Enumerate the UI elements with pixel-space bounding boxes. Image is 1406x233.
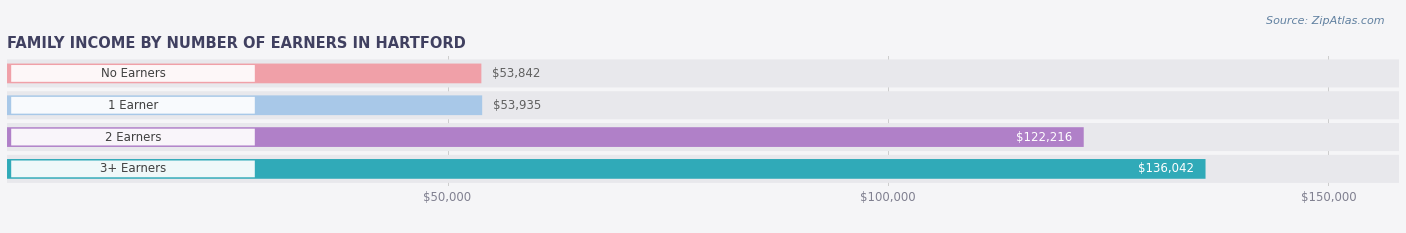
FancyBboxPatch shape bbox=[7, 59, 1399, 87]
FancyBboxPatch shape bbox=[11, 97, 254, 114]
Text: $122,216: $122,216 bbox=[1017, 130, 1073, 144]
FancyBboxPatch shape bbox=[7, 123, 1399, 151]
FancyBboxPatch shape bbox=[11, 129, 254, 145]
Text: Source: ZipAtlas.com: Source: ZipAtlas.com bbox=[1267, 16, 1385, 26]
Text: $136,042: $136,042 bbox=[1139, 162, 1194, 175]
FancyBboxPatch shape bbox=[11, 65, 254, 82]
Text: $53,935: $53,935 bbox=[494, 99, 541, 112]
Text: 2 Earners: 2 Earners bbox=[105, 130, 162, 144]
Text: FAMILY INCOME BY NUMBER OF EARNERS IN HARTFORD: FAMILY INCOME BY NUMBER OF EARNERS IN HA… bbox=[7, 36, 465, 51]
Text: No Earners: No Earners bbox=[101, 67, 166, 80]
Text: 1 Earner: 1 Earner bbox=[108, 99, 159, 112]
FancyBboxPatch shape bbox=[7, 159, 1205, 179]
Text: 3+ Earners: 3+ Earners bbox=[100, 162, 166, 175]
Text: $53,842: $53,842 bbox=[492, 67, 541, 80]
FancyBboxPatch shape bbox=[11, 161, 254, 177]
FancyBboxPatch shape bbox=[7, 64, 481, 83]
FancyBboxPatch shape bbox=[7, 155, 1399, 183]
FancyBboxPatch shape bbox=[7, 95, 482, 115]
FancyBboxPatch shape bbox=[7, 127, 1084, 147]
FancyBboxPatch shape bbox=[7, 91, 1399, 119]
